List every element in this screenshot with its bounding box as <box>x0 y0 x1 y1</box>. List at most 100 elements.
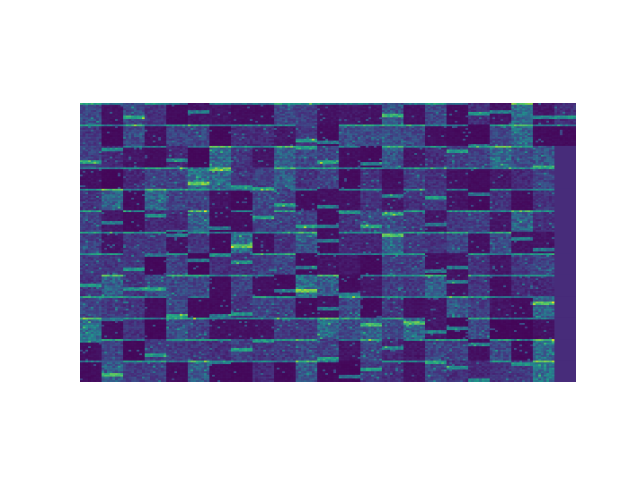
heatmap-cell <box>82 315 86 318</box>
heatmap-cell <box>152 297 156 300</box>
heatmap-cell <box>109 170 113 173</box>
heatmap-cell <box>133 210 137 213</box>
heatmap-cell <box>82 280 86 283</box>
heatmap-cell <box>163 278 167 281</box>
heatmap-cell <box>104 276 108 279</box>
heatmap-cell <box>112 178 116 181</box>
heatmap-cell <box>163 267 167 270</box>
heatmap-cell <box>120 170 124 173</box>
heatmap-cell <box>104 124 108 127</box>
heatmap-cell <box>115 229 118 232</box>
heatmap-tile <box>144 145 167 168</box>
heatmap-cell <box>131 162 135 165</box>
heatmap-cell <box>96 310 100 313</box>
heatmap-cell <box>112 340 116 343</box>
heatmap-cell <box>109 165 113 168</box>
heatmap-cell <box>112 267 116 270</box>
heatmap-cell <box>98 208 102 211</box>
heatmap-cell <box>82 224 86 227</box>
heatmap-cell <box>144 233 148 236</box>
heatmap-cell <box>98 322 102 325</box>
heatmap-cell <box>142 274 145 277</box>
heatmap-cell <box>142 215 145 218</box>
heatmap-cell <box>112 247 116 250</box>
heatmap-cell <box>115 199 118 202</box>
heatmap-cell <box>98 144 102 147</box>
heatmap-cell <box>150 260 153 263</box>
heatmap-cell <box>136 145 140 148</box>
heatmap-cell <box>155 271 159 274</box>
heatmap-cell <box>128 229 132 232</box>
heatmap-cell <box>82 296 86 299</box>
heatmap-cell <box>82 271 86 274</box>
heatmap-cell <box>112 147 116 150</box>
heatmap-cell <box>133 165 137 168</box>
heatmap-cell <box>117 256 121 259</box>
heatmap-cell <box>142 251 145 254</box>
heatmap-cell <box>123 244 127 247</box>
heatmap-cell <box>117 260 121 263</box>
heatmap-cell <box>80 179 83 182</box>
heatmap-cell <box>125 154 129 157</box>
heatmap-cell <box>144 344 148 347</box>
heatmap-cell <box>80 262 83 265</box>
heatmap-cell <box>139 203 143 206</box>
heatmap-cell <box>152 167 156 170</box>
heatmap-cell <box>131 128 135 131</box>
heatmap-cell <box>117 203 121 206</box>
heatmap-cell <box>158 253 162 256</box>
heatmap-cell <box>117 369 121 372</box>
heatmap-cell <box>125 108 129 111</box>
heatmap-cell <box>128 221 132 224</box>
heatmap-cell <box>136 330 140 333</box>
heatmap-tile <box>144 339 167 361</box>
heatmap-cell <box>120 117 124 120</box>
heatmap-cell <box>142 201 145 204</box>
heatmap-cell <box>85 260 89 263</box>
heatmap-cell <box>101 169 105 172</box>
heatmap-tile <box>80 124 102 147</box>
heatmap-cell <box>88 292 91 295</box>
heatmap-cell <box>109 201 113 204</box>
heatmap-cell <box>85 276 89 279</box>
heatmap-cell <box>125 247 129 250</box>
heatmap-cell <box>160 342 164 345</box>
heatmap-cell <box>117 348 121 351</box>
heatmap-cell <box>125 312 129 315</box>
heatmap-cell <box>104 371 108 374</box>
heatmap-cell <box>109 346 113 349</box>
heatmap-cell <box>160 356 164 359</box>
heatmap-cell <box>104 342 108 345</box>
heatmap-cell <box>142 104 145 107</box>
heatmap-cell <box>123 269 127 272</box>
heatmap-cell <box>150 360 153 363</box>
heatmap-cell <box>150 147 153 150</box>
heatmap-cell <box>80 253 83 256</box>
heatmap-cell <box>101 380 105 382</box>
heatmap-cell <box>144 106 148 109</box>
heatmap-cell <box>101 349 105 352</box>
heatmap-cell <box>117 212 121 215</box>
heatmap-cell <box>147 224 151 227</box>
heatmap-cell <box>82 260 86 263</box>
heatmap-cell <box>144 215 148 218</box>
heatmap-cell <box>142 144 145 147</box>
heatmap-cell <box>96 348 100 351</box>
heatmap-cell <box>142 213 145 216</box>
heatmap-cell <box>163 160 167 163</box>
heatmap-cell <box>150 348 153 351</box>
heatmap-cell <box>144 188 148 191</box>
heatmap-cell <box>150 237 153 240</box>
heatmap-cell <box>101 176 105 179</box>
heatmap-cell <box>98 289 102 291</box>
heatmap-cell <box>128 305 132 308</box>
heatmap-cell <box>120 287 124 290</box>
heatmap-cell <box>88 183 91 186</box>
heatmap-cell <box>120 111 124 114</box>
heatmap-cell <box>117 280 121 283</box>
heatmap-cell <box>158 280 162 283</box>
heatmap-cell <box>158 271 162 274</box>
heatmap-cell <box>109 258 113 261</box>
heatmap-cell <box>82 104 86 107</box>
heatmap-cell <box>131 281 135 284</box>
